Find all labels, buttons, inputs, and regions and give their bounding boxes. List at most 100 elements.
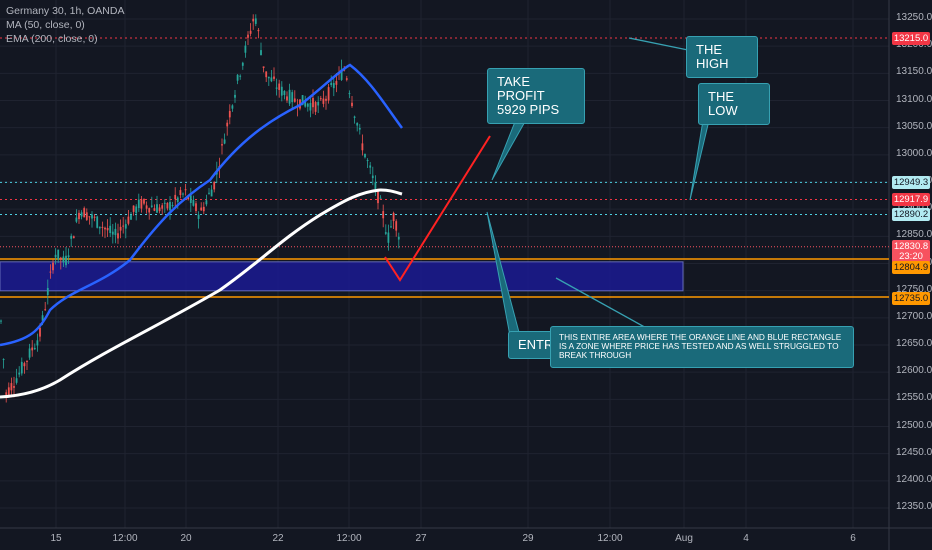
candle-body bbox=[366, 160, 369, 162]
candle-body bbox=[7, 387, 10, 396]
price-tick-label: 12550.0 bbox=[896, 392, 932, 404]
candle-body bbox=[166, 202, 169, 209]
candle-body bbox=[335, 81, 338, 85]
candle-body bbox=[57, 249, 60, 260]
candle-body bbox=[96, 216, 99, 228]
candle-body bbox=[244, 45, 247, 53]
candle-body bbox=[2, 359, 5, 361]
price-tick-label: 13000.0 bbox=[896, 147, 932, 159]
candle-body bbox=[174, 194, 177, 200]
candle-body bbox=[104, 227, 106, 230]
price-tick-label: 13050.0 bbox=[896, 120, 932, 132]
candle-body bbox=[239, 75, 242, 77]
candle-body bbox=[340, 69, 343, 80]
time-tick-label: 22 bbox=[272, 533, 284, 544]
candle-body bbox=[213, 182, 216, 190]
candle-body bbox=[59, 257, 62, 260]
candle-body bbox=[278, 83, 281, 90]
candle-body bbox=[62, 256, 65, 263]
candle-body bbox=[44, 309, 47, 311]
ma-indicator-label[interactable]: MA (50, close, 0) bbox=[6, 19, 85, 31]
price-badge: 12949.3 bbox=[892, 175, 930, 189]
price-badge: 12804.9 bbox=[892, 260, 930, 274]
candle-body bbox=[241, 62, 244, 66]
price-badge: 12830.8 bbox=[892, 240, 930, 254]
candle-body bbox=[169, 201, 171, 211]
the-low-text: THE LOW bbox=[708, 89, 738, 118]
candle-body bbox=[202, 206, 205, 212]
candle-body bbox=[158, 207, 161, 212]
candle-body bbox=[117, 233, 119, 239]
the-high-callout[interactable]: THE HIGH bbox=[686, 36, 758, 78]
take-profit-text: TAKE PROFIT bbox=[497, 74, 545, 103]
candle-body bbox=[124, 224, 127, 229]
candle-body bbox=[98, 226, 101, 229]
candle-body bbox=[36, 340, 39, 346]
candle-body bbox=[356, 122, 359, 126]
price-tick-label: 12750.0 bbox=[896, 283, 932, 295]
candle-body bbox=[49, 271, 52, 273]
time-tick-label: Aug bbox=[675, 533, 693, 544]
candle-body bbox=[101, 226, 104, 228]
candle-body bbox=[109, 225, 112, 234]
price-badge: 12735.0 bbox=[892, 292, 930, 306]
candle-body bbox=[291, 92, 294, 103]
time-tick-label: 15 bbox=[50, 533, 62, 544]
candle-body bbox=[371, 175, 374, 179]
candle-body bbox=[231, 105, 234, 109]
candle-body bbox=[280, 86, 283, 96]
candle-body bbox=[364, 153, 366, 158]
candle-body bbox=[33, 347, 36, 350]
candle-body bbox=[148, 208, 151, 213]
candle-body bbox=[223, 139, 226, 144]
symbol-label[interactable]: Germany 30, 1h, OANDA bbox=[6, 5, 125, 17]
the-low-callout[interactable]: THE LOW bbox=[698, 83, 770, 125]
candle-body bbox=[0, 320, 2, 322]
candle-body bbox=[390, 226, 392, 228]
candle-body bbox=[210, 189, 213, 197]
time-tick-label: 12:00 bbox=[336, 533, 362, 544]
candle-body bbox=[114, 228, 117, 236]
price-badge: 23:20 bbox=[892, 250, 930, 264]
candle-body bbox=[379, 197, 382, 199]
take-profit-callout[interactable]: TAKE PROFIT 5929 PIPS bbox=[487, 68, 585, 124]
candle-body bbox=[67, 255, 70, 258]
candle-body bbox=[20, 361, 23, 374]
ema-indicator-label[interactable]: EMA (200, close, 0) bbox=[6, 33, 98, 45]
time-tick-label: 29 bbox=[522, 533, 534, 544]
candle-body bbox=[369, 165, 372, 168]
candle-body bbox=[358, 127, 361, 130]
zone-note-text: THIS ENTIRE AREA WHERE THE ORANGE LINE A… bbox=[559, 332, 842, 360]
zone-note-callout[interactable]: THIS ENTIRE AREA WHERE THE ORANGE LINE A… bbox=[550, 326, 854, 368]
candle-body bbox=[143, 199, 145, 204]
candle-body bbox=[260, 50, 262, 56]
candle-body bbox=[137, 199, 140, 209]
candle-body bbox=[18, 372, 21, 375]
candle-body bbox=[156, 204, 158, 213]
candle-body bbox=[236, 74, 239, 81]
candle-body bbox=[345, 78, 348, 80]
candle-body bbox=[252, 18, 255, 22]
candle-body bbox=[247, 34, 249, 38]
candle-body bbox=[208, 192, 210, 194]
candle-body bbox=[171, 205, 174, 207]
candle-body bbox=[52, 262, 54, 271]
candle-body bbox=[226, 122, 229, 127]
candle-body bbox=[176, 197, 179, 202]
the-high-text: THE HIGH bbox=[696, 42, 729, 71]
candle-body bbox=[153, 208, 156, 211]
support-zone-rect bbox=[0, 261, 684, 292]
candle-body bbox=[353, 116, 356, 118]
price-tick-label: 12400.0 bbox=[896, 473, 932, 485]
price-tick-label: 12350.0 bbox=[896, 501, 932, 512]
price-badge: 13215.0 bbox=[892, 31, 930, 45]
price-tick-label: 13250.0 bbox=[896, 12, 932, 23]
candle-body bbox=[179, 190, 182, 196]
zone-note-pointer bbox=[555, 277, 651, 331]
candle-body bbox=[249, 30, 252, 34]
candle-body bbox=[392, 212, 395, 222]
candle-body bbox=[28, 348, 31, 358]
candle-body bbox=[267, 76, 270, 79]
high-callout-pointer bbox=[628, 37, 689, 51]
